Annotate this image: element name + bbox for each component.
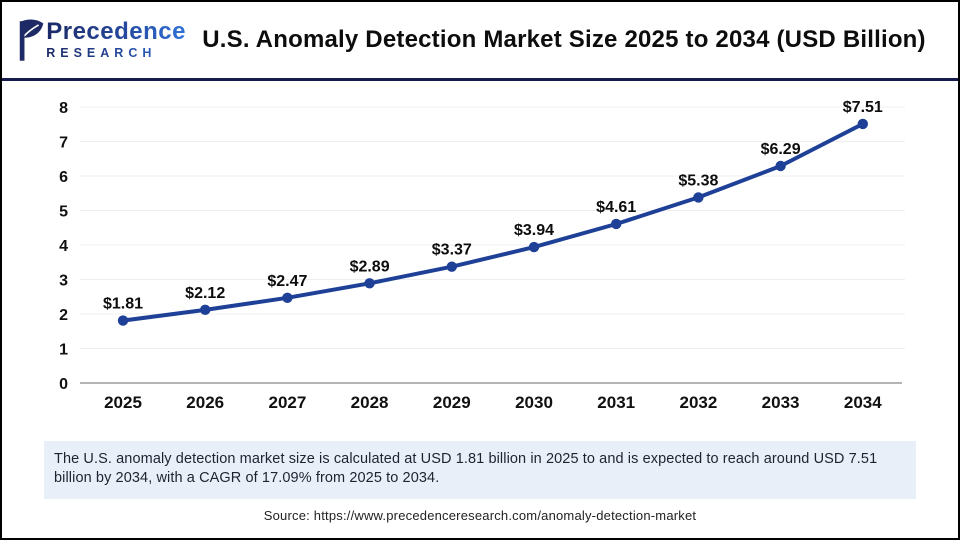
- data-point-marker: [528, 241, 540, 253]
- data-point-marker: [117, 315, 129, 326]
- data-point-value-label: $3.37: [432, 242, 472, 259]
- market-size-line-chart: 0 1 2 3 4 5 6 7 8 $1.81 2025 $2.12 2026 $2.47 2027 $2.8…: [59, 99, 905, 412]
- data-point-value-label: $5.38: [678, 172, 718, 189]
- series-line: [121, 121, 865, 323]
- source-line: Source: https://www.precedenceresearch.c…: [263, 507, 697, 523]
- logo-text: Precedence RESEARCH: [46, 20, 186, 60]
- data-point-value-label: $7.51: [843, 99, 883, 116]
- y-axis-tick-label: 1: [59, 342, 68, 359]
- y-axis-tick-label: 7: [59, 135, 68, 152]
- x-axis-year-label: 2025: [104, 393, 142, 412]
- data-point-marker: [446, 261, 457, 272]
- x-axis-year-label: 2032: [679, 393, 717, 412]
- x-axis-year-label: 2030: [515, 393, 553, 412]
- data-point-value-label: $2.47: [267, 273, 307, 290]
- data-point-marker: [857, 118, 868, 130]
- y-axis-tick-label: 0: [59, 376, 68, 393]
- x-axis-year-label: 2026: [186, 393, 224, 412]
- data-point-marker: [282, 292, 293, 303]
- x-axis-year-label: 2034: [844, 393, 882, 412]
- summary-text: The U.S. anomaly detection market size i…: [54, 451, 878, 487]
- precedence-leaf-icon: [19, 19, 44, 61]
- y-axis-tick-label: 8: [59, 100, 68, 117]
- x-axis-year-label: 2033: [762, 393, 800, 412]
- data-point-value-label: $1.81: [103, 296, 143, 313]
- data-point-marker: [775, 160, 786, 172]
- y-axis-tick-label: 2: [59, 307, 68, 324]
- page-title: U.S. Anomaly Detection Market Size 2025 …: [202, 26, 926, 53]
- data-point-marker: [200, 304, 211, 316]
- summary-box: The U.S. anomaly detection market size i…: [44, 441, 916, 499]
- data-point-value-label: $2.89: [350, 258, 390, 275]
- precedence-research-logo: Precedence RESEARCH: [16, 17, 186, 63]
- y-axis-tick-label: 5: [59, 204, 68, 221]
- logo-subtitle: RESEARCH: [46, 47, 186, 60]
- x-axis-year-label: 2029: [433, 393, 471, 412]
- x-axis-year-label: 2027: [268, 393, 306, 412]
- data-point-marker: [364, 278, 375, 289]
- header: Precedence RESEARCH U.S. Anomaly Detecti…: [2, 2, 958, 81]
- x-axis-year-label: 2031: [597, 393, 635, 412]
- y-axis-tick-label: 3: [59, 273, 68, 290]
- logo-name: Precedence: [46, 18, 186, 46]
- data-point-value-label: $6.29: [761, 141, 801, 158]
- chart-area: 0 1 2 3 4 5 6 7 8 $1.81 2025 $2.12 2026 $2.47 2027 $2.8…: [2, 81, 958, 431]
- data-point-marker: [611, 218, 622, 230]
- data-point-value-label: $2.12: [185, 285, 225, 302]
- x-axis-year-label: 2028: [351, 393, 389, 412]
- y-axis-tick-label: 4: [59, 238, 68, 255]
- data-point-value-label: $4.61: [596, 199, 636, 216]
- data-point-marker: [693, 192, 704, 203]
- data-point-value-label: $3.94: [514, 222, 554, 239]
- y-axis-tick-label: 6: [59, 169, 68, 186]
